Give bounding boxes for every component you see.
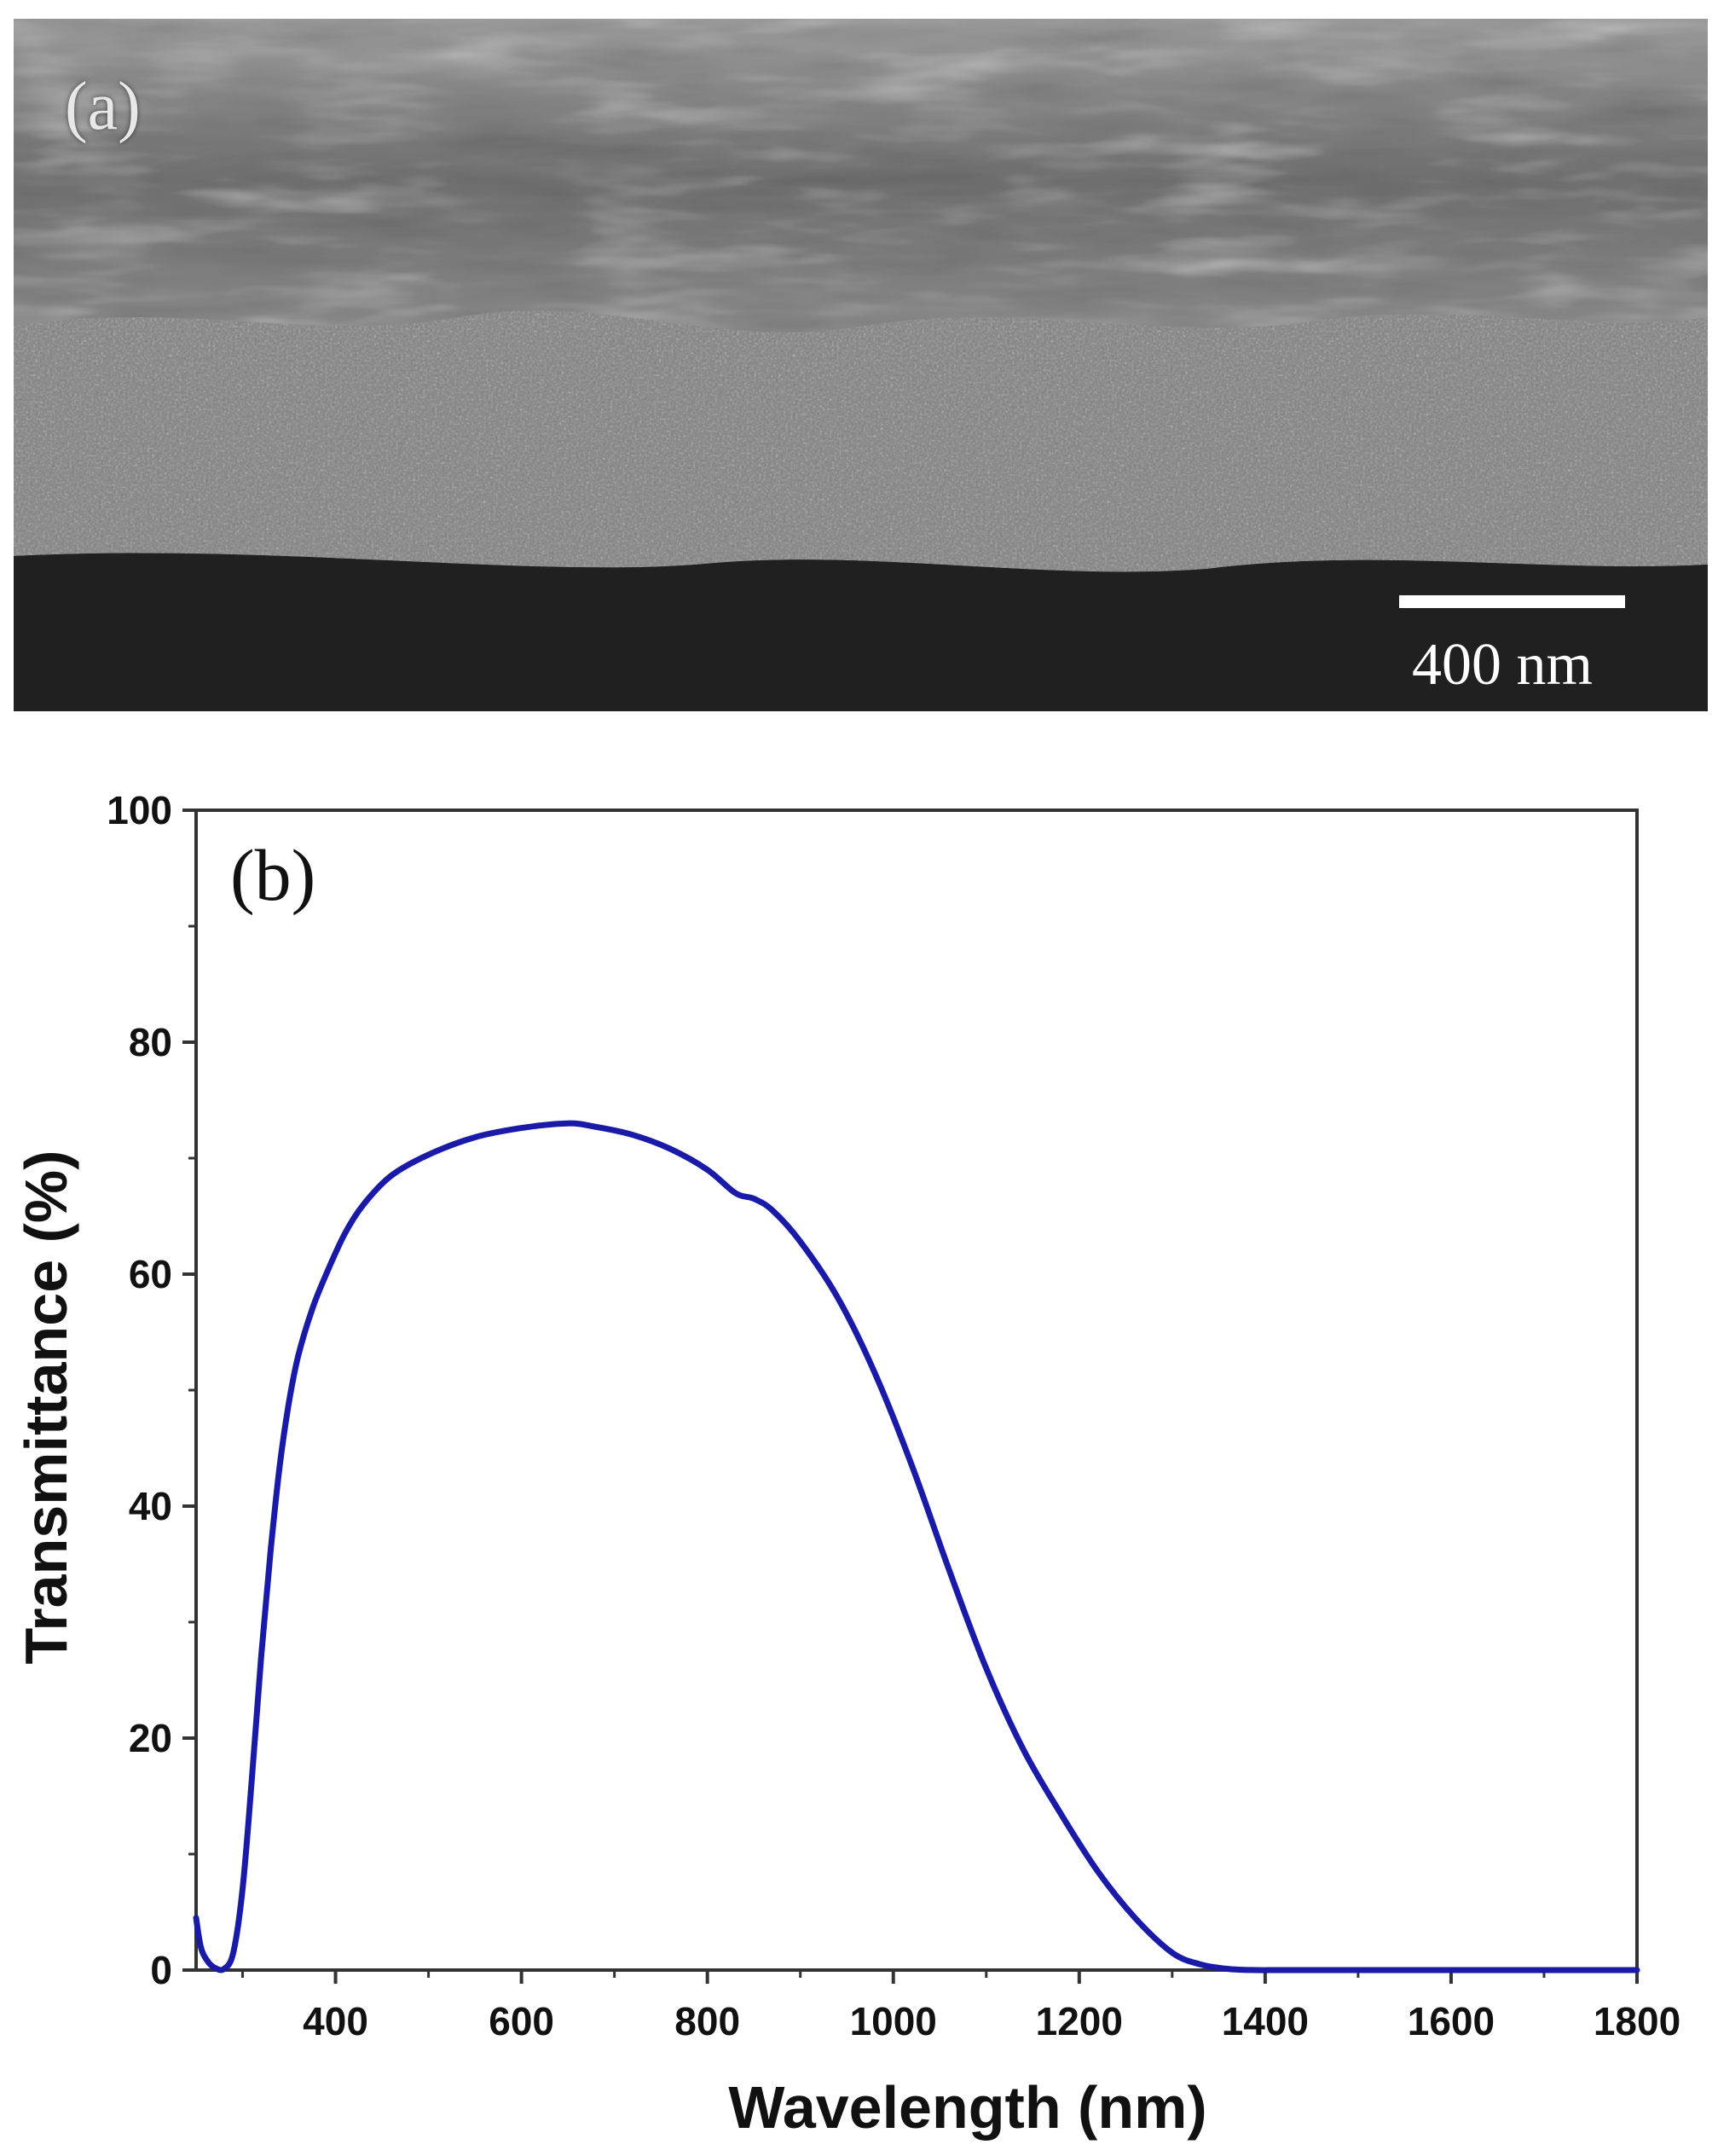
x-tick-label: 400: [303, 1999, 368, 2043]
y-tick-label: 20: [129, 1716, 172, 1760]
y-tick-label: 60: [129, 1252, 172, 1296]
x-tick-label: 1200: [1036, 1999, 1123, 2043]
series-line-0: [193, 1120, 1640, 1973]
x-tick-label: 1000: [850, 1999, 937, 2043]
x-tick-label: 1800: [1594, 1999, 1680, 2043]
x-tick-label: 600: [489, 1999, 554, 2043]
x-tick-label: 800: [674, 1999, 740, 2043]
scale-bar-label: 400 nm: [1412, 632, 1593, 698]
x-tick-label: 1400: [1222, 1999, 1309, 2043]
scale-bar: [1399, 595, 1625, 608]
transmittance-chart-panel: 0 20 40 60 80 100 400 600 800 1000 1200 1400 1600 180…: [0, 751, 1718, 2156]
sem-image-panel: (a) 400 nm: [14, 19, 1708, 711]
y-tick-label: 0: [150, 1948, 172, 1992]
transmittance-chart: 0 20 40 60 80 100 400 600 800 1000 1200 1400 1600 180…: [13, 788, 1680, 2141]
sem-cross-section-image: [14, 19, 1708, 711]
y-tick-label: 40: [129, 1484, 172, 1528]
panel-label-b: (b): [230, 834, 315, 916]
x-tick-label: 1600: [1408, 1999, 1495, 2043]
y-axis-title: Transmittance (%): [13, 1150, 79, 1665]
y-tick-label: 100: [107, 788, 172, 832]
x-axis-title: Wavelength (nm): [728, 2074, 1206, 2141]
panel-label-a: (a): [65, 69, 141, 144]
plot-frame: [194, 808, 1639, 1972]
y-tick-label: 80: [129, 1020, 172, 1064]
